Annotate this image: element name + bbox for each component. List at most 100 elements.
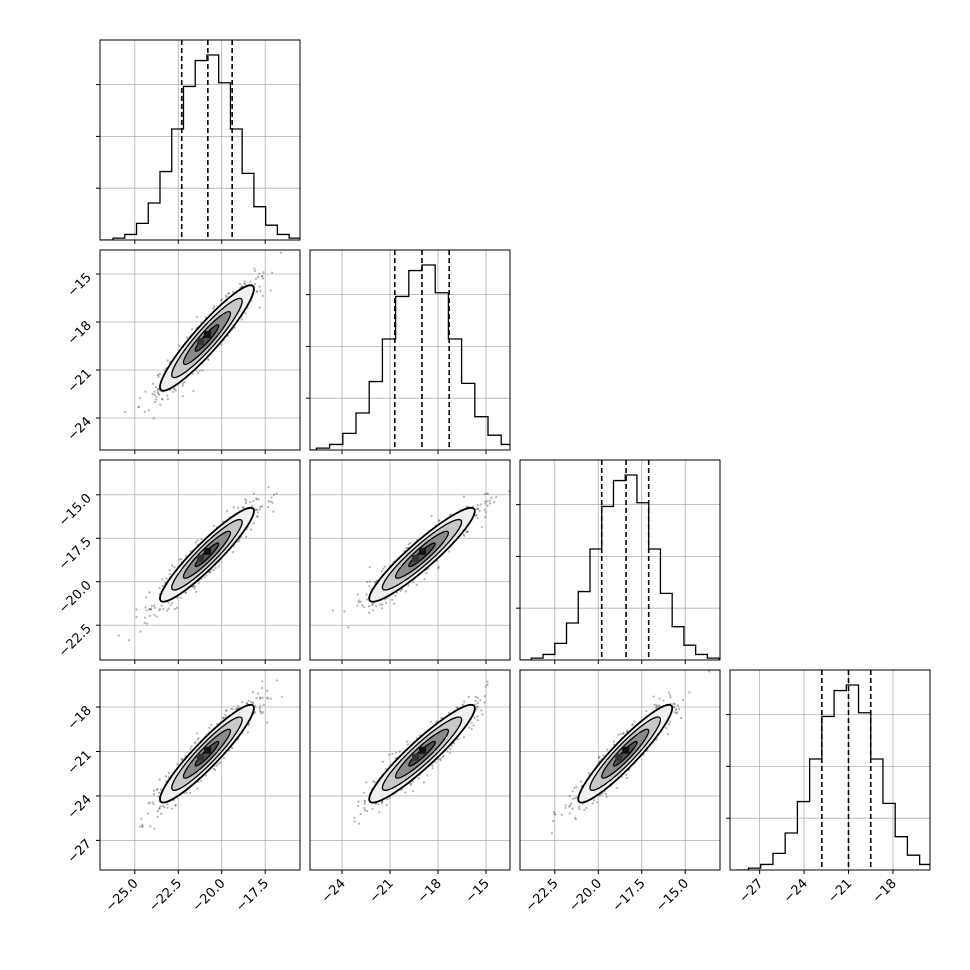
scatter-point: [564, 804, 567, 807]
scatter-point: [222, 716, 225, 719]
scatter-point: [157, 392, 160, 395]
scatter-point: [252, 492, 256, 495]
scatter-point: [235, 707, 238, 710]
scatter-point: [241, 701, 244, 704]
scatter-point: [200, 779, 203, 782]
scatter-point: [148, 614, 151, 617]
scatter-point: [383, 565, 386, 568]
scatter-point: [363, 807, 366, 810]
scatter-point: [266, 697, 270, 700]
scatter-point: [463, 534, 466, 537]
scatter-point: [448, 751, 451, 755]
scatter-point: [676, 704, 680, 707]
scatter-point: [490, 496, 493, 499]
scatter-point: [675, 711, 678, 715]
scatter-point: [477, 507, 480, 510]
scatter-point: [254, 705, 257, 708]
scatter-point: [225, 295, 228, 298]
scatter-point: [139, 630, 142, 633]
scatter-point: [688, 691, 691, 694]
scatter-point: [437, 758, 440, 761]
scatter-point: [431, 764, 434, 767]
scatter-point: [357, 804, 360, 808]
scatter-point: [455, 706, 458, 709]
scatter-point: [672, 705, 675, 708]
scatter-point: [162, 607, 165, 611]
scatter-point: [571, 790, 574, 793]
scatter-point: [155, 615, 158, 618]
panel-1-0: −24 −21 −18 −15: [65, 249, 301, 454]
scatter-point: [158, 807, 161, 810]
scatter-point: [144, 390, 147, 393]
scatter-point: [441, 755, 444, 758]
scatter-point: [201, 369, 204, 372]
scatter-point: [356, 604, 359, 607]
scatter-point: [256, 275, 260, 279]
scatter-point: [159, 805, 162, 808]
scatter-point: [180, 558, 183, 561]
scatter-point: [232, 506, 235, 509]
scatter-point: [181, 395, 184, 398]
scatter-point: [158, 393, 161, 397]
scatter-point: [495, 495, 498, 499]
scatter-point: [675, 708, 678, 711]
scatter-point: [196, 539, 199, 542]
x-tick-label: −25.0: [103, 876, 142, 915]
scatter-point: [331, 609, 334, 612]
scatter-point: [259, 705, 262, 708]
scatter-point: [156, 391, 159, 394]
scatter-point: [255, 290, 258, 293]
scatter-point: [405, 740, 409, 743]
scatter-point: [253, 283, 257, 286]
scatter-point: [431, 767, 434, 770]
scatter-point: [153, 400, 156, 404]
scatter-point: [674, 708, 677, 712]
scatter-point: [249, 700, 253, 703]
scatter-point: [184, 591, 187, 594]
scatter-point: [404, 547, 408, 550]
scatter-point: [449, 747, 452, 750]
scatter-point: [602, 754, 605, 757]
panel-0-0: [96, 39, 301, 244]
scatter-point: [378, 811, 381, 814]
scatter-point: [181, 384, 184, 387]
scatter-point: [222, 756, 226, 759]
x-tick-label: −15.0: [653, 876, 692, 915]
scatter-point: [386, 798, 389, 801]
scatter-point: [151, 392, 154, 396]
scatter-point: [160, 604, 163, 607]
scatter-point: [143, 410, 146, 413]
scatter-point: [412, 580, 415, 584]
scatter-point: [280, 695, 283, 698]
scatter-point: [158, 778, 161, 781]
scatter-point: [474, 514, 478, 517]
scatter-point: [472, 724, 475, 727]
scatter-point: [252, 500, 255, 503]
scatter-point: [194, 741, 197, 744]
scatter-point: [224, 713, 227, 716]
density-peak: [196, 338, 204, 345]
scatter-point: [153, 390, 156, 393]
panel-2-0: −22.5 −20.0 −17.5 −15.0: [56, 459, 301, 664]
scatter-point: [412, 790, 415, 793]
scatter-point: [189, 747, 192, 750]
scatter-point: [155, 788, 159, 791]
scatter-point: [662, 699, 665, 702]
scatter-point: [409, 783, 412, 787]
scatter-point: [483, 695, 487, 698]
scatter-point: [265, 696, 269, 699]
x-tick-label: −17.5: [610, 876, 649, 915]
y-tick-label: −15: [65, 270, 95, 300]
scatter-point: [135, 608, 138, 611]
y-tick-label: −24: [65, 414, 95, 444]
scatter-point: [272, 510, 275, 513]
panel-2-1: [309, 459, 511, 664]
scatter-point: [275, 492, 278, 495]
scatter-point: [178, 344, 181, 347]
panel-frame: [99, 39, 301, 241]
scatter-point: [655, 738, 658, 741]
scatter-point: [148, 801, 151, 804]
scatter-point: [253, 711, 257, 714]
scatter-point: [217, 565, 220, 568]
scatter-point: [208, 570, 212, 574]
